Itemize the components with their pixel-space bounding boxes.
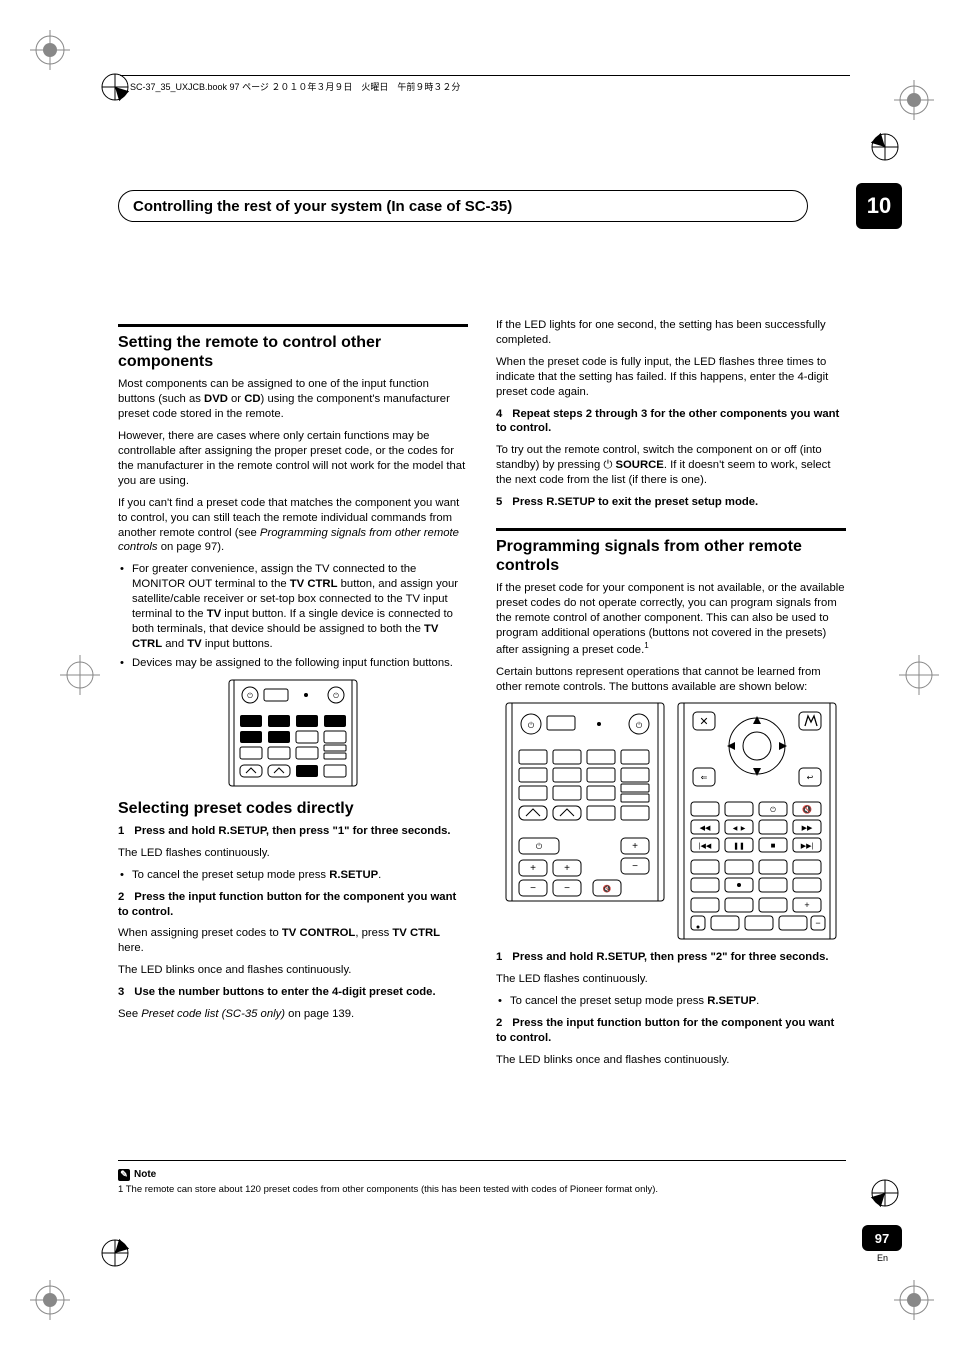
svg-text:+: + xyxy=(804,900,809,910)
svg-text:⏻: ⏻ xyxy=(536,842,543,851)
heading-setting-remote: Setting the remote to control other comp… xyxy=(118,324,468,371)
svg-text:▶: ▶ xyxy=(741,826,746,832)
svg-text:−: − xyxy=(632,861,638,872)
para: When assigning preset codes to TV CONTRO… xyxy=(118,926,468,956)
svg-text:🔇: 🔇 xyxy=(603,884,612,893)
right-column: If the LED lights for one second, the se… xyxy=(496,318,846,1075)
heading-selecting-preset: Selecting preset codes directly xyxy=(118,799,468,818)
regmark-bl xyxy=(30,1280,70,1320)
page-language: En xyxy=(877,1253,888,1263)
chapter-title-bar: Controlling the rest of your system (In … xyxy=(118,190,808,222)
para: If the preset code for your component is… xyxy=(496,581,846,657)
step: 1Press and hold R.SETUP, then press "1" … xyxy=(118,824,468,839)
svg-text:⏻: ⏻ xyxy=(333,692,339,700)
svg-text:◀: ◀ xyxy=(733,826,738,832)
para: However, there are cases where only cert… xyxy=(118,429,468,489)
arrow-reg-br xyxy=(868,1176,902,1210)
power-icon: ⏻ xyxy=(603,459,612,471)
para: If the LED lights for one second, the se… xyxy=(496,318,846,348)
regmark-tl xyxy=(30,30,70,70)
list-item: To cancel the preset setup mode press R.… xyxy=(118,868,468,883)
svg-text:⏻: ⏻ xyxy=(528,721,535,730)
svg-text:−: − xyxy=(564,883,570,894)
para: See Preset code list (SC-35 only) on pag… xyxy=(118,1007,468,1022)
para: When the preset code is fully input, the… xyxy=(496,355,846,400)
para: Most components can be assigned to one o… xyxy=(118,377,468,422)
arrow-reg-bl xyxy=(98,1236,132,1270)
note-icon: ✎ xyxy=(118,1169,130,1181)
arrow-reg-tr xyxy=(868,130,902,164)
regmark-tr xyxy=(894,80,934,120)
note-text: 1 The remote can store about 120 preset … xyxy=(118,1184,846,1195)
svg-text:✕: ✕ xyxy=(699,716,708,728)
list-item: For greater convenience, assign the TV c… xyxy=(118,562,468,651)
svg-text:❚❚: ❚❚ xyxy=(733,842,745,850)
page-number-badge: 97 xyxy=(862,1225,902,1251)
para: Certain buttons represent operations tha… xyxy=(496,665,846,695)
svg-text:⏻: ⏻ xyxy=(247,692,253,700)
svg-text:🔇: 🔇 xyxy=(802,804,812,814)
svg-text:−: − xyxy=(530,883,536,894)
para: The LED flashes continuously. xyxy=(496,972,846,987)
svg-text:+: + xyxy=(632,841,638,852)
regmark-br xyxy=(894,1280,934,1320)
svg-text:◀◀: ◀◀ xyxy=(700,825,711,832)
para: The LED blinks once and flashes continuo… xyxy=(118,963,468,978)
svg-text:−: − xyxy=(815,918,820,928)
page-header-text: SC-37_35_UXJCB.book 97 ページ ２０１０年３月９日 火曜日… xyxy=(130,80,460,93)
bullet-list: To cancel the preset setup mode press R.… xyxy=(496,994,846,1009)
para: The LED flashes continuously. xyxy=(118,846,468,861)
content-columns: Setting the remote to control other comp… xyxy=(118,318,846,1075)
svg-text:+: + xyxy=(530,863,536,874)
step: 5Press R.SETUP to exit the preset setup … xyxy=(496,495,846,510)
heading-programming: Programming signals from other remote co… xyxy=(496,528,846,575)
remote-diagram-small: ⏻ ⏻ xyxy=(228,679,358,787)
note-label: ✎ Note xyxy=(118,1169,156,1181)
step: 2Press the input function button for the… xyxy=(118,890,468,920)
regmark-ml xyxy=(60,655,100,695)
page-number: 97 xyxy=(875,1231,889,1246)
bullet-list: To cancel the preset setup mode press R.… xyxy=(118,868,468,883)
note-section: ✎ Note 1 The remote can store about 120 … xyxy=(118,1160,846,1195)
svg-text:⇐: ⇐ xyxy=(701,773,708,782)
chapter-title: Controlling the rest of your system (In … xyxy=(133,198,512,215)
list-item: Devices may be assigned to the following… xyxy=(118,656,468,671)
step: 2Press the input function button for the… xyxy=(496,1016,846,1046)
bullet-list: For greater convenience, assign the TV c… xyxy=(118,562,468,670)
regmark-mr xyxy=(899,655,939,695)
step: 4Repeat steps 2 through 3 for the other … xyxy=(496,407,846,437)
svg-text:⏻: ⏻ xyxy=(770,806,776,814)
svg-text:■: ■ xyxy=(771,841,776,850)
left-column: Setting the remote to control other comp… xyxy=(118,318,468,1075)
step: 3Use the number buttons to enter the 4-d… xyxy=(118,985,468,1000)
svg-text:▶▶|: ▶▶| xyxy=(801,843,814,850)
svg-text:|◀◀: |◀◀ xyxy=(699,843,712,850)
chapter-number: 10 xyxy=(867,193,891,219)
svg-text:↩: ↩ xyxy=(807,773,814,782)
para: If you can't find a preset code that mat… xyxy=(118,496,468,556)
svg-text:⏻: ⏻ xyxy=(636,721,643,730)
step: 1Press and hold R.SETUP, then press "2" … xyxy=(496,950,846,965)
para: The LED blinks once and flashes continuo… xyxy=(496,1053,846,1068)
remote-diagram-left: ⏻ ⏻ ⏻ + − + + − xyxy=(505,702,665,902)
svg-text:▶▶: ▶▶ xyxy=(802,825,813,832)
list-item: To cancel the preset setup mode press R.… xyxy=(496,994,846,1009)
header-rule xyxy=(120,75,850,76)
remote-diagram-right: ✕ ⇐ ↩ ⏻ 🔇 ◀◀ ◀▶ xyxy=(677,702,837,940)
svg-text:+: + xyxy=(564,863,570,874)
para: To try out the remote control, switch th… xyxy=(496,443,846,488)
chapter-number-badge: 10 xyxy=(856,183,902,229)
